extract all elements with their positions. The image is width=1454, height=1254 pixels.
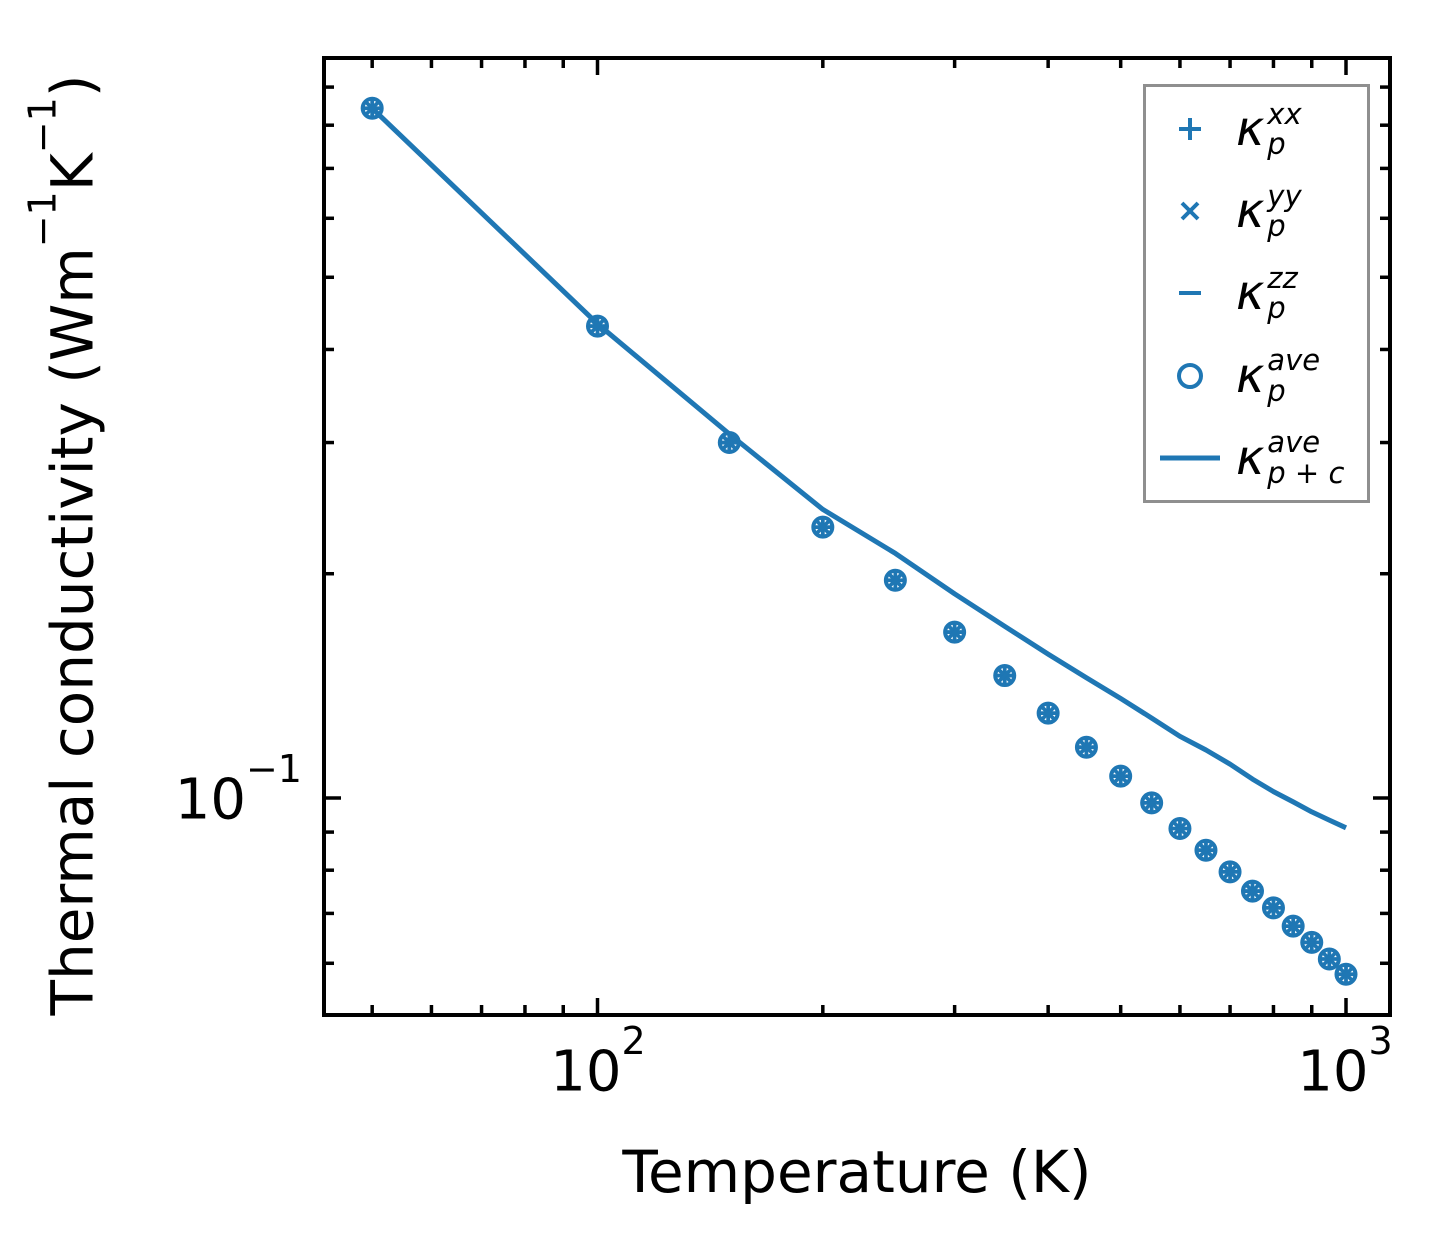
x-axis-label: Temperature (K)	[622, 1138, 1092, 1206]
data-point-marker	[993, 664, 1017, 688]
data-point-marker	[1261, 896, 1285, 920]
data-point-marker	[717, 431, 741, 455]
kappa-symbol: κ	[1236, 429, 1265, 486]
kappa-symbol: κ	[1236, 265, 1265, 322]
plus-marker-icon	[1179, 118, 1201, 141]
legend-label: κ ave p	[1236, 345, 1320, 406]
legend-entry-kappa-p-xx: κ xx p	[1146, 89, 1367, 169]
kappa-subscript: p + c	[1267, 455, 1345, 490]
kappa-superscript: yy	[1267, 178, 1302, 213]
data-point-marker	[1300, 930, 1324, 954]
series-kappa-p-plus-c-line	[370, 106, 1348, 831]
series-kappa-p-markers	[360, 96, 1358, 986]
kappa-subscript: p	[1267, 291, 1286, 326]
kappa-superscript: ave	[1267, 343, 1321, 378]
kappa-superscript: zz	[1267, 261, 1298, 296]
kappa-subscript: p	[1267, 373, 1286, 408]
y-axis-label-text: )	[38, 74, 107, 98]
plot-frame	[322, 56, 1392, 1017]
data-point-marker	[1334, 962, 1358, 986]
x-tick-label-1000: 103	[1265, 1019, 1425, 1105]
data-point-marker	[1317, 947, 1341, 971]
kappa-scripts: xx p	[1267, 96, 1302, 162]
kappa-scripts: ave p + c	[1267, 427, 1344, 488]
data-point-marker	[1074, 735, 1098, 759]
tick-exponent: 3	[1368, 1018, 1393, 1063]
data-point-marker	[1140, 791, 1164, 815]
data-point-marker	[586, 314, 609, 338]
y-axis-label-superscript: −1	[20, 191, 65, 248]
legend-entry-kappa-p-plus-c-ave: κ ave p + c	[1146, 418, 1367, 498]
cross-marker-icon	[1180, 201, 1200, 221]
kappa-subscript: p	[1267, 209, 1286, 244]
tick-exponent: 2	[621, 1018, 646, 1063]
legend-label: κ xx p	[1236, 96, 1302, 162]
data-point-marker	[943, 620, 967, 644]
kappa-superscript: ave	[1267, 425, 1321, 460]
data-point-marker	[1168, 817, 1192, 841]
circle-marker-icon	[1177, 362, 1203, 389]
kappa-symbol: κ	[1236, 101, 1265, 158]
kappa-symbol: κ	[1236, 183, 1265, 240]
y-axis-label-text: Thermal conductivity (Wm	[38, 247, 107, 1016]
data-point-marker	[1240, 879, 1264, 903]
kappa-scripts: ave p	[1267, 345, 1320, 406]
legend: κ xx p κ yy p κ zz p κ ave p κ ave p + c	[1143, 84, 1370, 503]
kappa-subscript: p	[1267, 127, 1286, 162]
tick-exponent: −1	[245, 746, 302, 791]
kappa-symbol: κ	[1236, 347, 1265, 404]
axis-ticks	[324, 58, 1390, 1015]
data-point-marker	[360, 96, 384, 120]
kappa-superscript: xx	[1267, 96, 1302, 131]
data-point-marker	[1109, 764, 1133, 788]
data-point-marker	[883, 568, 907, 592]
legend-entry-kappa-p-yy: κ yy p	[1146, 171, 1367, 251]
data-point-marker	[1281, 914, 1305, 938]
legend-entry-kappa-p-ave: κ ave p	[1146, 336, 1367, 416]
dash-marker-icon	[1179, 291, 1201, 296]
legend-label: κ zz p	[1236, 263, 1298, 324]
y-axis-label-text: K	[38, 153, 107, 192]
data-point-marker	[811, 515, 835, 539]
legend-entry-kappa-p-zz: κ zz p	[1146, 253, 1367, 333]
tick-mantissa: 10	[1297, 1039, 1369, 1105]
data-point-marker	[1218, 860, 1242, 884]
legend-label: κ yy p	[1236, 178, 1302, 244]
x-tick-label-100: 102	[518, 1019, 678, 1105]
data-point-marker	[1036, 701, 1060, 725]
line-marker-icon	[1160, 455, 1220, 461]
data-point-marker	[1194, 838, 1218, 862]
kappa-scripts: yy p	[1267, 178, 1302, 244]
tick-mantissa: 10	[550, 1039, 622, 1105]
legend-label: κ ave p + c	[1236, 427, 1344, 488]
y-axis-label: Thermal conductivity (Wm−1K−1)	[20, 74, 107, 1016]
y-axis-label-superscript: −1	[20, 97, 65, 154]
kappa-scripts: zz p	[1267, 263, 1297, 324]
y-tick-label-0.1: 10−1	[150, 747, 302, 833]
tick-mantissa: 10	[174, 767, 246, 833]
